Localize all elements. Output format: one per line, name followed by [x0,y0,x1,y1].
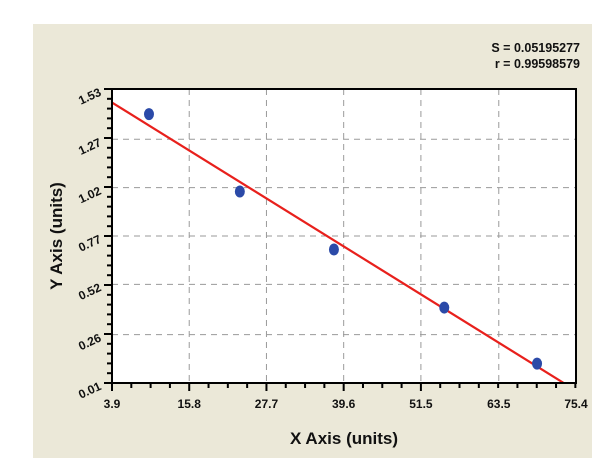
x-tick-label: 75.4 [564,397,588,411]
data-points [143,108,543,370]
fit-statistics: S = 0.05195277 r = 0.99598579 [491,40,580,72]
s-statistic: S = 0.05195277 [491,41,580,55]
y-tick-label: 0.52 [76,280,103,303]
x-axis-title: X Axis (units) [290,429,398,448]
fit-line [111,101,565,384]
x-axis: 3.9 15.8 27.7 39.6 51.5 63.5 75.4 [104,383,588,411]
data-point [328,243,339,256]
y-tick-label: 0.77 [76,232,103,255]
data-point [532,357,543,370]
data-point [143,108,154,121]
data-point [439,301,450,314]
y-tick-label: 0.26 [76,331,103,354]
x-tick-label: 27.7 [255,397,279,411]
y-tick-label: 1.27 [76,135,103,158]
y-axis-title: Y Axis (units) [47,182,66,290]
data-point [234,185,245,198]
y-tick-label: 1.53 [76,85,103,108]
x-tick-label: 63.5 [487,397,511,411]
x-tick-label: 15.8 [178,397,202,411]
r-statistic: r = 0.99598579 [494,57,580,71]
grid-lines [112,89,576,383]
y-axis: 0.01 0.26 0.52 0.77 1.02 1.27 1.53 [76,85,112,402]
x-tick-label: 39.6 [332,397,356,411]
y-tick-label: 1.02 [76,184,103,207]
x-tick-label: 51.5 [409,397,433,411]
x-tick-label: 3.9 [104,397,121,411]
y-tick-label: 0.01 [76,379,103,402]
